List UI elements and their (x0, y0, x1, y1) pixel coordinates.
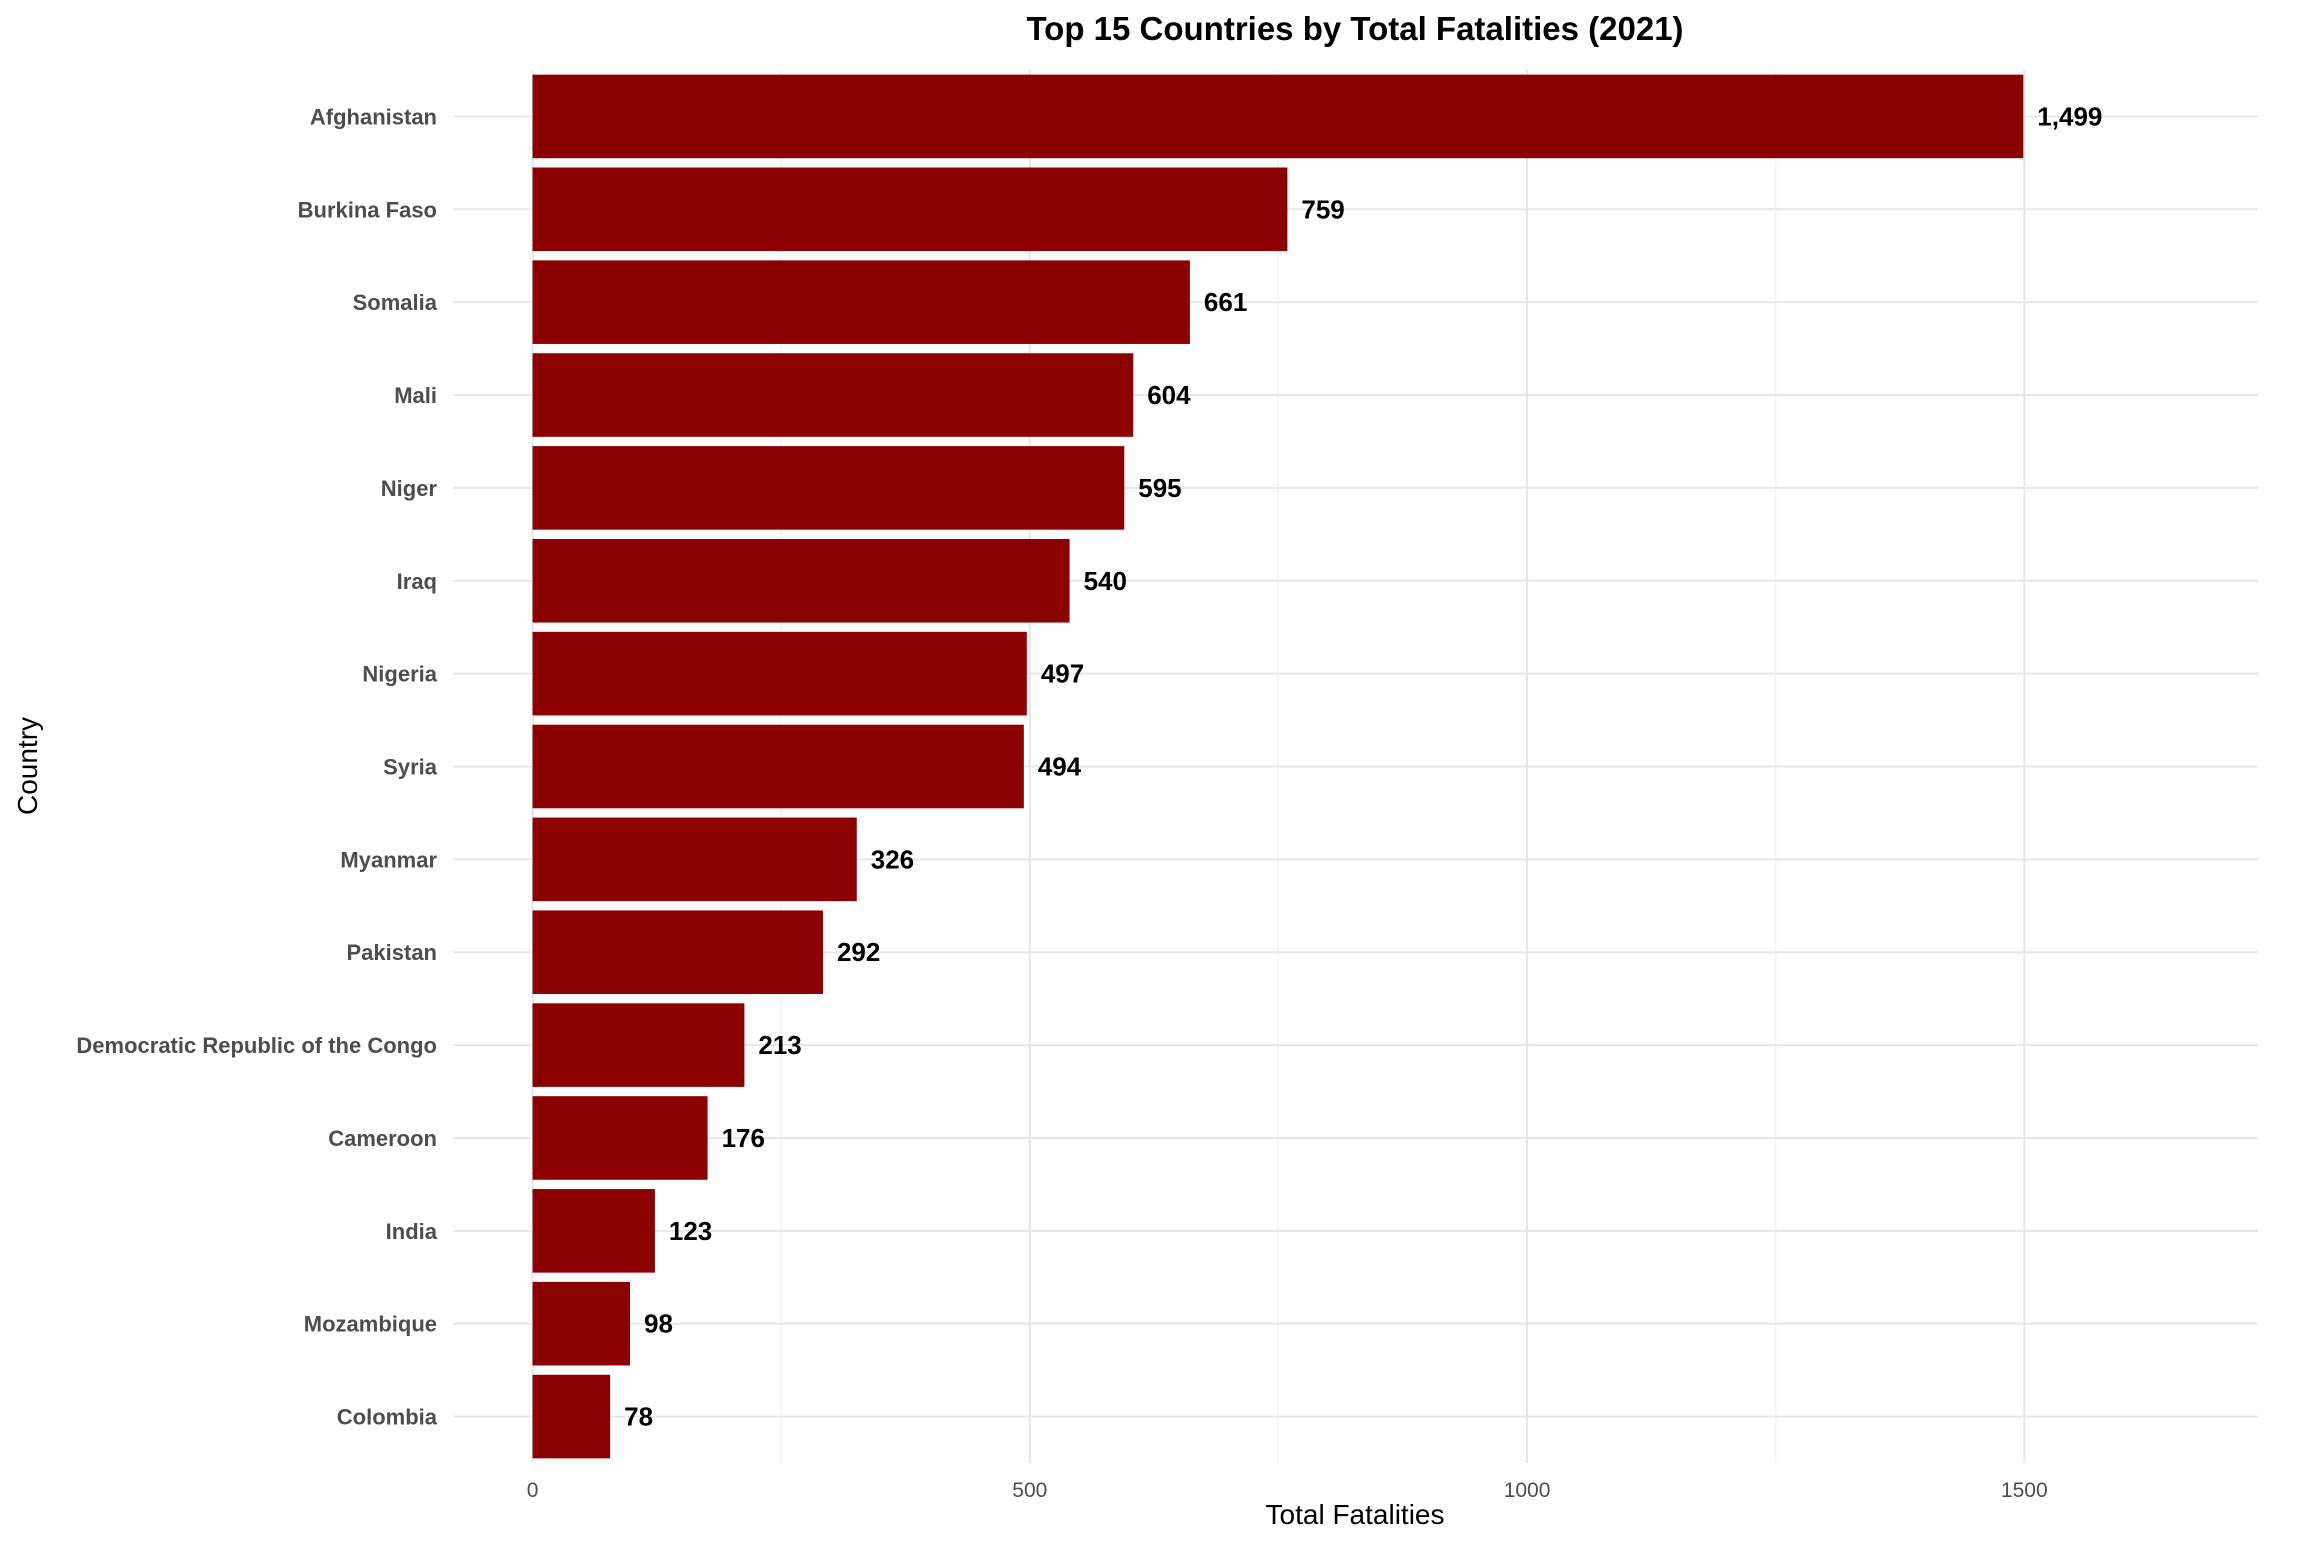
y-axis-title: Country (12, 717, 43, 815)
x-tick-label: 500 (1012, 1479, 1047, 1502)
x-tick-labels: 0 500 1000 1500 (527, 1479, 2048, 1502)
y-tick-label: Myanmar (340, 847, 437, 872)
y-tick-label: Afghanistan (310, 104, 437, 129)
y-tick-label: Niger (381, 476, 438, 501)
x-tick-label: 0 (527, 1479, 539, 1502)
bar (532, 74, 2024, 159)
y-tick-label: Colombia (337, 1405, 438, 1430)
bar (532, 446, 1125, 530)
bar (532, 260, 1190, 344)
y-tick-label: Cameroon (328, 1126, 437, 1151)
y-tick-label: Mali (394, 383, 437, 408)
bars (532, 74, 2024, 1459)
data-label: 98 (644, 1309, 673, 1339)
bar (532, 1096, 708, 1180)
y-tick-label: Nigeria (362, 662, 437, 687)
data-label: 759 (1301, 194, 1344, 224)
x-tick-label: 1500 (2001, 1479, 2048, 1502)
x-tick-label: 1000 (1504, 1479, 1551, 1502)
bar (532, 1189, 655, 1273)
data-label: 213 (758, 1030, 801, 1060)
bar (532, 724, 1024, 809)
x-axis-title: Total Fatalities (1266, 1499, 1445, 1530)
bar (532, 817, 857, 902)
data-label: 494 (1038, 752, 1082, 782)
y-tick-label: Somalia (353, 290, 438, 315)
data-label: 661 (1204, 287, 1247, 317)
bar (532, 631, 1027, 716)
data-label: 595 (1138, 473, 1181, 503)
bar (532, 1003, 745, 1087)
y-tick-label: Democratic Republic of the Congo (76, 1033, 437, 1058)
value-labels: 1,499 759 661 604 595 540 497 494 326 292 213 176 12… (624, 101, 2102, 1431)
data-label: 540 (1084, 566, 1127, 596)
bar (532, 167, 1288, 252)
data-label: 497 (1041, 659, 1084, 689)
y-tick-label: India (386, 1219, 438, 1244)
bar (532, 910, 823, 995)
y-tick-label: Pakistan (347, 940, 438, 965)
data-label: 326 (871, 844, 914, 874)
y-tick-label: Iraq (397, 569, 437, 594)
data-label: 78 (624, 1402, 653, 1432)
bar (532, 353, 1134, 437)
category-labels: Afghanistan Burkina Faso Somalia Mali Niger I… (76, 104, 437, 1429)
data-label: 604 (1147, 380, 1191, 410)
data-label: 1,499 (2037, 101, 2102, 131)
y-tick-label: Syria (383, 755, 438, 780)
data-label: 176 (722, 1123, 765, 1153)
y-tick-label: Burkina Faso (298, 197, 437, 222)
bar (532, 1374, 611, 1459)
data-label: 292 (837, 937, 880, 967)
bar (532, 1281, 631, 1366)
chart-title: Top 15 Countries by Total Fatalities (20… (1026, 10, 1683, 47)
y-tick-label: Mozambique (304, 1312, 437, 1337)
data-label: 123 (669, 1216, 712, 1246)
bar (532, 538, 1070, 623)
